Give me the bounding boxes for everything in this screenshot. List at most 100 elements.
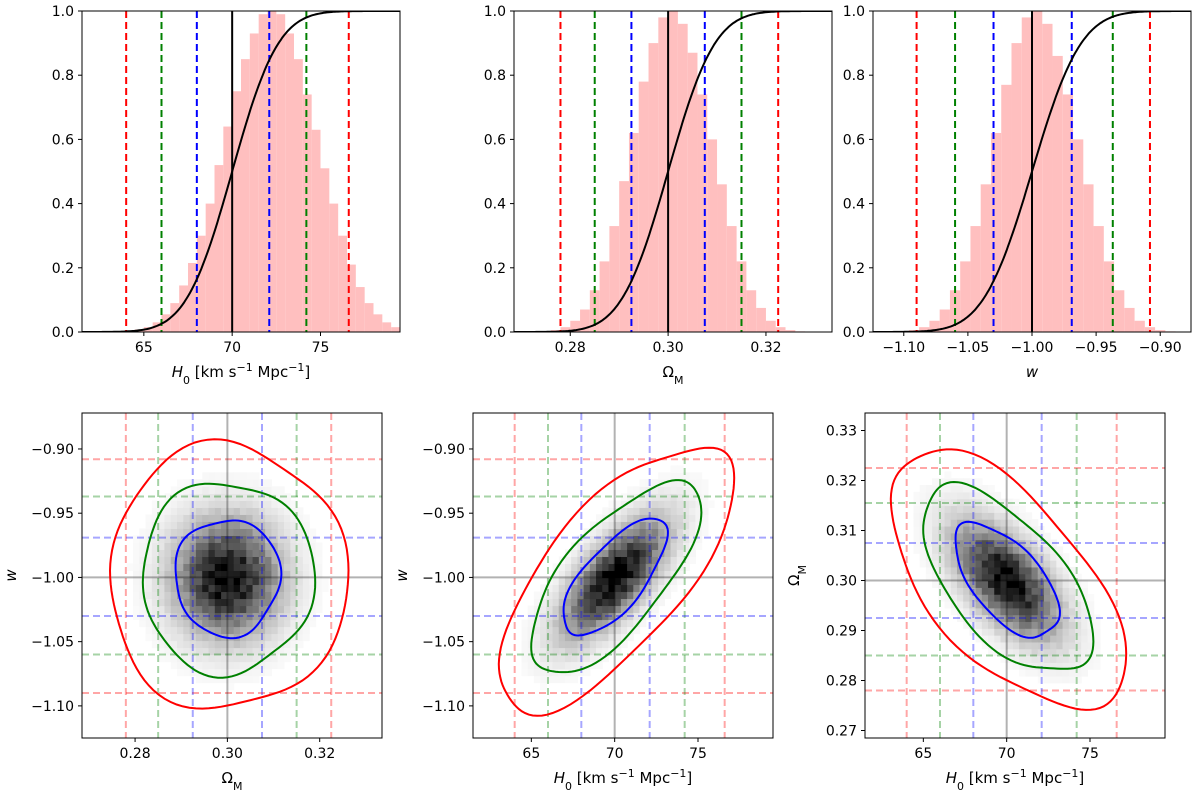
density-cell [233, 493, 241, 501]
density-cell [183, 556, 191, 565]
density-cell [145, 577, 153, 586]
density-cell [302, 514, 310, 522]
density-cell [214, 507, 222, 515]
density-cell [177, 619, 184, 628]
density-cell [208, 514, 216, 522]
density-cell [633, 570, 641, 579]
density-cell [583, 584, 591, 593]
density-cell [1031, 600, 1039, 609]
density-cell [296, 521, 304, 529]
density-cell [981, 512, 989, 520]
density-cell [602, 633, 610, 642]
density-cell [963, 525, 970, 534]
density-cell [214, 626, 222, 635]
density-cell [1031, 580, 1039, 588]
density-cell [227, 493, 235, 501]
density-cell [233, 479, 241, 487]
density-cell [1062, 641, 1070, 650]
density-cell [271, 556, 279, 565]
density-cell [1019, 546, 1026, 554]
density-cell [645, 598, 653, 607]
density-cell [164, 598, 172, 607]
density-cell [988, 505, 995, 513]
density-cell [239, 619, 247, 628]
density-cell [571, 647, 578, 656]
density-cell [239, 675, 247, 684]
density-cell [701, 479, 709, 487]
density-cell [1075, 655, 1082, 663]
density-cell [1087, 594, 1095, 602]
density-cell [271, 598, 279, 607]
density-cell [932, 580, 939, 588]
density-cell [577, 563, 585, 572]
density-cell [620, 521, 628, 529]
density-cell [944, 498, 952, 507]
density-cell [938, 519, 946, 527]
density-cell [202, 570, 210, 579]
density-cell [246, 570, 254, 579]
density-cell [988, 553, 995, 561]
density-cell [620, 500, 628, 508]
density-cell [988, 560, 995, 568]
density-cell [944, 566, 952, 575]
density-cell [676, 535, 684, 543]
density-cell [589, 640, 597, 649]
density-cell [284, 647, 291, 656]
density-cell [1000, 614, 1008, 623]
density-cell [981, 587, 989, 595]
density-cell [1081, 580, 1089, 588]
density-cell [994, 635, 1002, 643]
density-cell [658, 528, 665, 536]
contour-3-sigma [889, 448, 1128, 711]
density-cell [1062, 553, 1070, 561]
density-cell [265, 514, 273, 522]
density-cell [309, 549, 317, 558]
density-cell [552, 605, 560, 614]
density-cell [589, 577, 597, 586]
density-cell [602, 570, 610, 579]
density-cell [309, 535, 317, 543]
density-cell [139, 612, 147, 621]
density-cell [932, 532, 939, 541]
density-cell [183, 507, 191, 515]
density-cell [701, 493, 709, 501]
density-cell [969, 614, 977, 623]
density-cell [158, 640, 166, 649]
density-cell [596, 542, 603, 550]
density-cell [246, 507, 254, 515]
density-cell [195, 493, 203, 501]
x-tick-label: 0.32 [304, 746, 335, 762]
density-cell [651, 507, 659, 515]
density-cell [164, 584, 172, 593]
density-cell [963, 614, 970, 623]
density-cell [558, 584, 566, 593]
density-cell [265, 570, 273, 579]
density-cell [602, 577, 610, 586]
density-cell [309, 563, 317, 572]
density-cell [1025, 560, 1033, 568]
density-cell [214, 591, 222, 600]
density-cell [189, 612, 197, 621]
density-cell [221, 584, 228, 593]
density-cell [944, 519, 952, 527]
density-cell [170, 563, 178, 572]
density-cell [577, 605, 585, 614]
density-cell [177, 507, 184, 515]
density-cell [1037, 621, 1045, 629]
density-cell [195, 479, 203, 487]
density-cell [1012, 566, 1020, 575]
density-cell [1000, 587, 1008, 595]
density-cell [177, 479, 184, 487]
density-cell [919, 546, 927, 554]
density-cell [627, 528, 634, 536]
density-cell [589, 626, 597, 635]
density-cell [969, 478, 977, 486]
density-cell [195, 647, 203, 656]
density-cell [309, 528, 317, 536]
density-cell [277, 633, 285, 642]
y-tick-label: −1.05 [422, 635, 465, 651]
x-axis-label: w [1026, 363, 1039, 381]
density-cell [1056, 669, 1064, 677]
density-cell [540, 675, 547, 684]
density-cell [202, 563, 210, 572]
